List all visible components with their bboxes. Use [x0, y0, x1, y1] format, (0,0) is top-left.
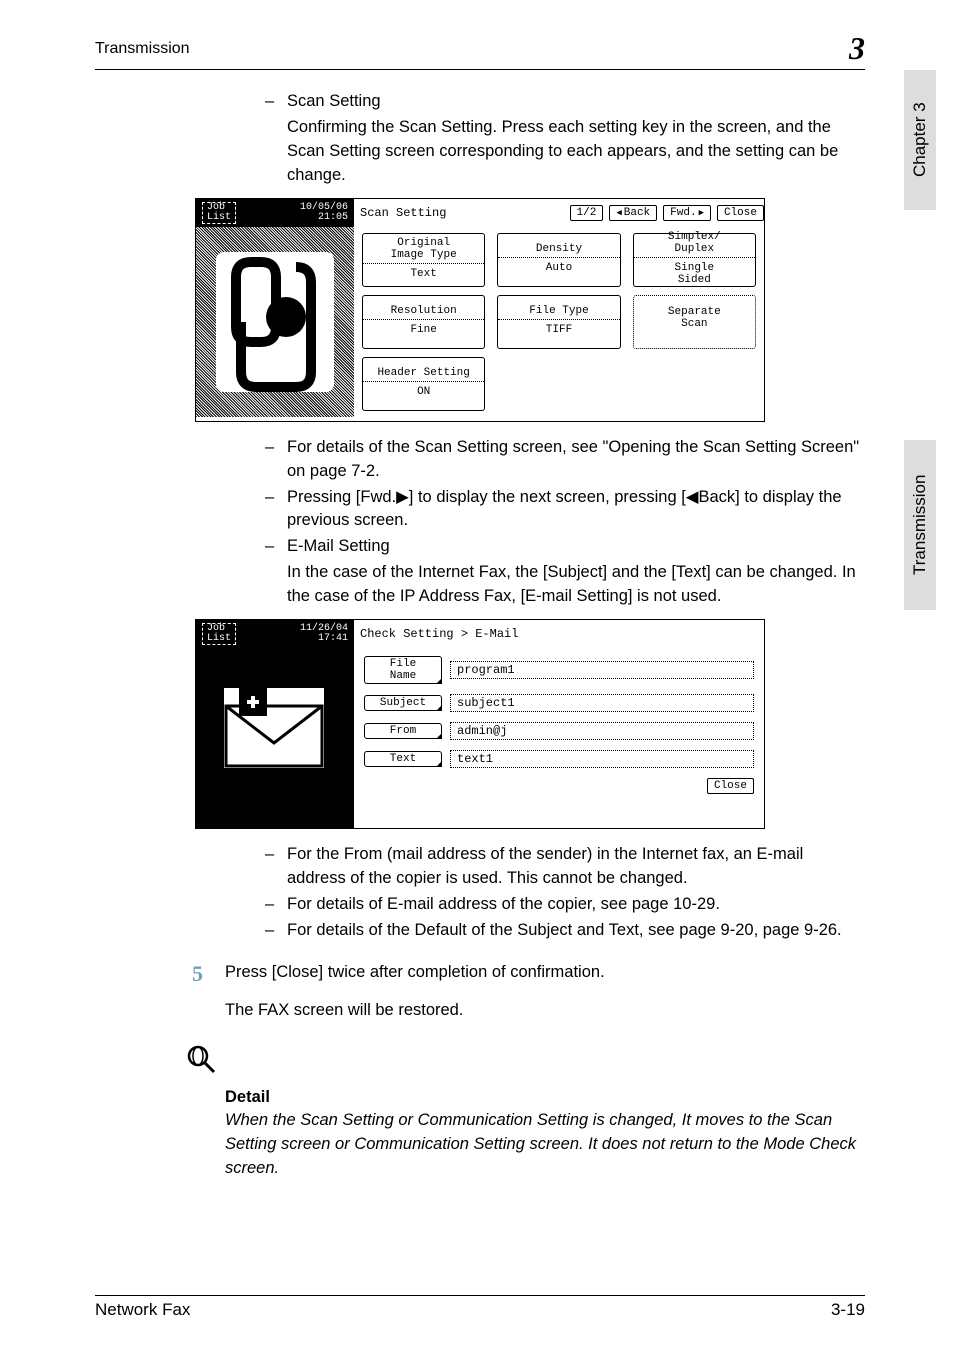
lcd-email-setting: Job List 11/26/04 17:41 Check Setting > …	[195, 619, 765, 829]
bullet-email-details: For details of E-mail address of the cop…	[265, 893, 865, 917]
page-footer: Network Fax 3-19	[95, 1295, 865, 1320]
field-label-subject[interactable]: Subject	[364, 695, 442, 711]
joblist-button[interactable]: Job List	[202, 202, 236, 224]
field-label-from[interactable]: From	[364, 723, 442, 739]
footer-right: 3-19	[831, 1300, 865, 1320]
lcd1-close-button[interactable]: Close	[717, 205, 764, 221]
field-value-text: text1	[450, 750, 754, 768]
field-label-filename[interactable]: File Name	[364, 656, 442, 684]
bullet-fwd-back: Pressing [Fwd.▶] to display the next scr…	[265, 486, 865, 534]
lcd1-back-button[interactable]: ◀Back	[609, 205, 657, 221]
step5-line1: Press [Close] twice after completion of …	[225, 961, 605, 985]
side-tab-chapter: Chapter 3	[904, 70, 936, 210]
scan-setting-desc: Confirming the Scan Setting. Press each …	[287, 116, 865, 188]
lcd2-icon-panel	[196, 648, 354, 828]
bullet-from-address: For the From (mail address of the sender…	[265, 843, 865, 891]
lcd2-datetime: 11/26/04 17:41	[300, 624, 348, 644]
lcd1-title: Scan Setting	[360, 206, 564, 220]
lcd1-page: 1/2	[570, 205, 604, 221]
bullet-scan-details: For details of the Scan Setting screen, …	[265, 436, 865, 484]
step-number-5: 5	[185, 961, 203, 987]
setting-separate-scan[interactable]: Separate Scan	[633, 295, 756, 349]
header-number: 3	[849, 30, 865, 67]
detail-body: When the Scan Setting or Communication S…	[225, 1109, 865, 1181]
lcd-scan-setting: Job List 10/05/06 21:05 Scan Setting 1/2…	[195, 198, 765, 422]
setting-simplex-duplex[interactable]: Simplex/ DuplexSingle Sided	[633, 233, 756, 287]
scan-setting-heading: Scan Setting	[265, 90, 865, 114]
page-header: Transmission 3	[95, 30, 865, 70]
setting-header[interactable]: Header SettingON	[362, 357, 485, 411]
detail-heading: Detail	[225, 1088, 865, 1107]
joblist-button-2[interactable]: Job List	[202, 623, 236, 645]
bullet-default-subject: For details of the Default of the Subjec…	[265, 919, 865, 943]
setting-resolution[interactable]: ResolutionFine	[362, 295, 485, 349]
step5-line2: The FAX screen will be restored.	[225, 999, 605, 1023]
lcd1-fwd-button[interactable]: Fwd.▶	[663, 205, 711, 221]
field-value-subject: subject1	[450, 694, 754, 712]
magnifier-icon	[185, 1043, 865, 1080]
field-value-filename: program1	[450, 661, 754, 679]
footer-left: Network Fax	[95, 1300, 190, 1320]
lcd2-close-button[interactable]: Close	[707, 778, 754, 794]
setting-original-image-type[interactable]: Original Image TypeText	[362, 233, 485, 287]
lcd2-title: Check Setting > E-Mail	[360, 627, 518, 641]
email-setting-heading: E-Mail Setting	[265, 535, 865, 559]
header-title: Transmission	[95, 40, 190, 58]
side-tab-section: Transmission	[904, 440, 936, 610]
field-value-from: admin@j	[450, 722, 754, 740]
setting-density[interactable]: DensityAuto	[497, 233, 620, 287]
setting-file-type[interactable]: File TypeTIFF	[497, 295, 620, 349]
email-setting-desc: In the case of the Internet Fax, the [Su…	[287, 561, 865, 609]
lcd1-datetime: 10/05/06 21:05	[300, 203, 348, 223]
field-label-text[interactable]: Text	[364, 751, 442, 767]
lcd1-icon-panel	[196, 227, 354, 417]
